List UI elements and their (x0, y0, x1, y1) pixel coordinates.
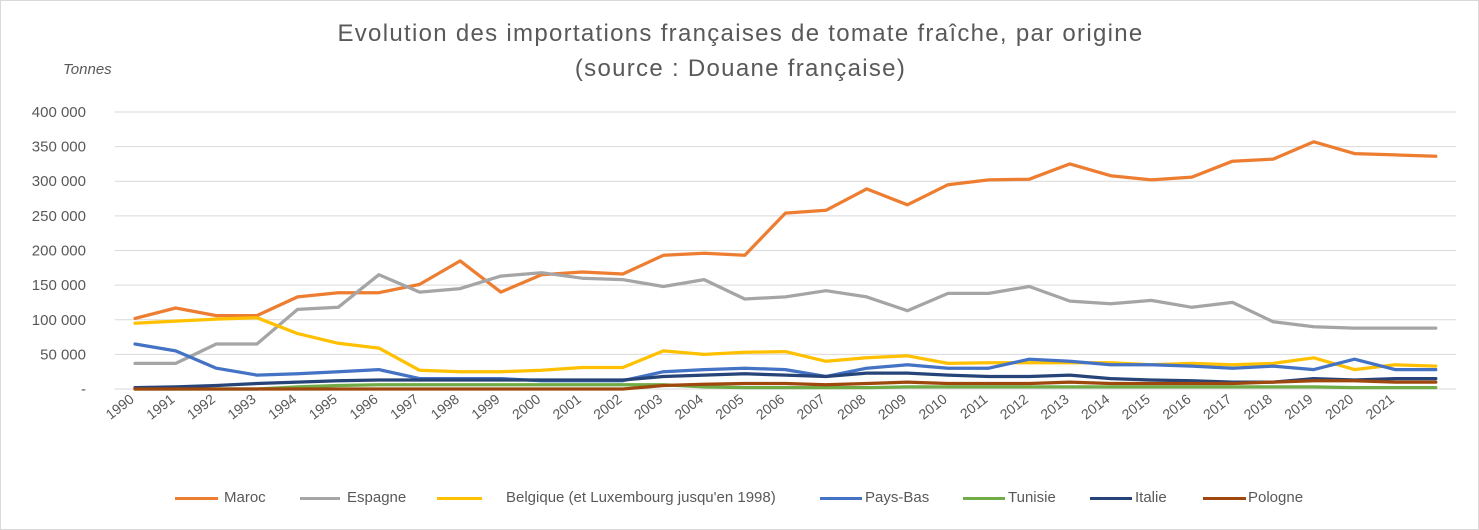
svg-text:1998: 1998 (428, 391, 463, 423)
svg-text:2008: 2008 (834, 391, 869, 423)
svg-text:2011: 2011 (957, 391, 991, 422)
svg-text:250 000: 250 000 (32, 208, 86, 225)
svg-text:200 000: 200 000 (32, 243, 86, 260)
svg-text:2015: 2015 (1119, 391, 1154, 423)
svg-text:400 000: 400 000 (32, 104, 86, 121)
svg-text:2001: 2001 (550, 391, 585, 423)
svg-text:1997: 1997 (387, 391, 422, 423)
svg-text:1995: 1995 (306, 391, 341, 423)
svg-text:1992: 1992 (184, 391, 219, 423)
svg-text:2003: 2003 (631, 391, 666, 423)
svg-text:300 000: 300 000 (32, 173, 86, 190)
svg-text:2006: 2006 (753, 391, 788, 423)
svg-text:2010: 2010 (915, 391, 950, 423)
svg-text:2004: 2004 (672, 391, 707, 423)
svg-text:150 000: 150 000 (32, 277, 86, 294)
svg-text:2007: 2007 (793, 391, 828, 423)
svg-text:350 000: 350 000 (32, 139, 86, 156)
svg-text:2018: 2018 (1241, 391, 1276, 423)
svg-text:1991: 1991 (143, 391, 178, 423)
svg-text:1993: 1993 (224, 391, 259, 423)
svg-text:2000: 2000 (509, 391, 544, 423)
svg-text:2021: 2021 (1363, 391, 1398, 423)
svg-text:2005: 2005 (712, 391, 747, 423)
svg-text:2016: 2016 (1159, 391, 1194, 423)
svg-text:2020: 2020 (1322, 391, 1357, 423)
svg-text:1994: 1994 (265, 391, 300, 423)
svg-text:50 000: 50 000 (40, 346, 86, 363)
svg-text:2009: 2009 (875, 391, 910, 423)
svg-text:-: - (81, 381, 86, 398)
svg-text:2019: 2019 (1281, 391, 1316, 423)
svg-text:100 000: 100 000 (32, 312, 86, 329)
svg-text:2002: 2002 (590, 391, 625, 423)
svg-text:2013: 2013 (1037, 391, 1072, 423)
svg-text:1999: 1999 (468, 391, 503, 423)
svg-text:2017: 2017 (1200, 391, 1235, 423)
svg-text:1996: 1996 (346, 391, 381, 423)
svg-text:2014: 2014 (1078, 391, 1113, 423)
svg-text:2012: 2012 (997, 391, 1032, 423)
svg-text:1990: 1990 (102, 391, 137, 423)
